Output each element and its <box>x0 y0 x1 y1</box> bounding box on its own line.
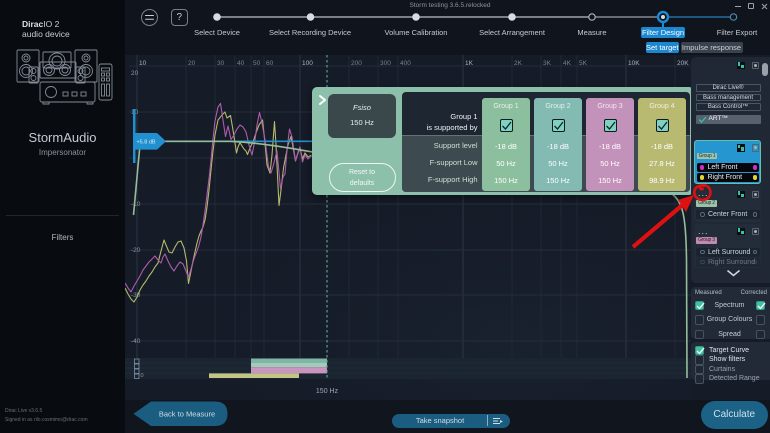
svg-text:100: 100 <box>302 60 313 67</box>
svg-text:0: 0 <box>141 373 144 379</box>
svg-text:2K: 2K <box>514 60 523 67</box>
svg-text:50: 50 <box>253 60 261 67</box>
svg-text:-40: -40 <box>131 338 141 345</box>
svg-text:30: 30 <box>217 60 225 67</box>
svg-text:60: 60 <box>266 60 274 67</box>
svg-text:20K: 20K <box>677 60 689 67</box>
svg-text:-20: -20 <box>131 247 141 254</box>
svg-text:400: 400 <box>400 60 411 67</box>
svg-text:200: 200 <box>351 60 362 67</box>
svg-text:10: 10 <box>139 60 147 67</box>
svg-text:-30: -30 <box>131 292 141 299</box>
svg-text:Back to Measure: Back to Measure <box>159 410 215 419</box>
svg-text:150 Hz: 150 Hz <box>316 388 339 395</box>
svg-text:20: 20 <box>188 60 196 67</box>
svg-text:40: 40 <box>237 60 245 67</box>
svg-text:-10: -10 <box>131 201 141 208</box>
svg-text:1K: 1K <box>465 60 474 67</box>
svg-text:10K: 10K <box>628 60 640 67</box>
svg-text:+5.8 dB: +5.8 dB <box>136 140 155 146</box>
svg-text:3K: 3K <box>543 60 552 67</box>
svg-text:4K: 4K <box>563 60 572 67</box>
svg-text:5K: 5K <box>579 60 588 67</box>
svg-text:300: 300 <box>380 60 391 67</box>
svg-text:20: 20 <box>131 70 139 77</box>
